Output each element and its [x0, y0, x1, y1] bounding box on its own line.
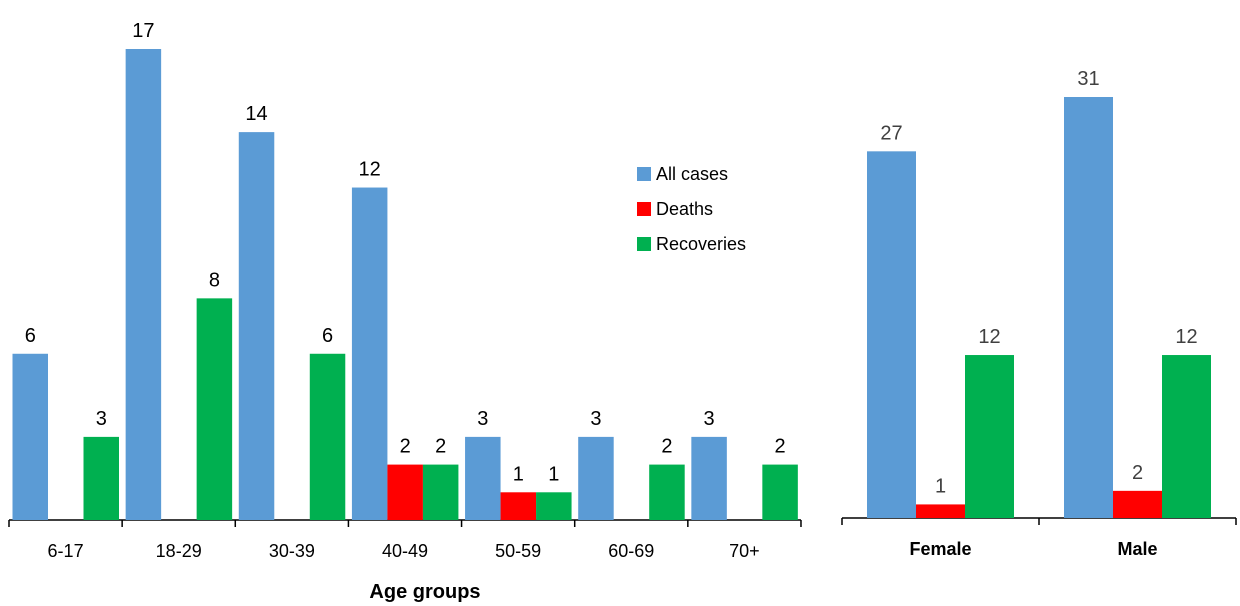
gender-data-label: 31: [1077, 68, 1099, 90]
age-bar-recoveries: [196, 298, 233, 520]
gender-data-label: 27: [880, 122, 902, 144]
age-bar-recoveries: [83, 436, 119, 520]
age-data-label: 3: [96, 408, 107, 430]
age-x-tick-label: 40-49: [382, 541, 428, 561]
age-bar-all-cases: [238, 132, 275, 520]
age-bar-deaths: [387, 464, 423, 520]
age-group-chart: 6 3 6-17 17 8 18-29 14 6 30-39 12 2 2 40-49 3 1 1 50-59 3…: [8, 20, 802, 603]
gender-x-tick-label: Female: [909, 539, 971, 559]
age-x-axis-title: Age groups: [369, 581, 480, 603]
age-bar-recoveries: [536, 492, 572, 520]
age-bar-recoveries: [649, 464, 685, 520]
gender-data-label: 12: [978, 326, 1000, 348]
age-x-tick-label: 6-17: [48, 541, 84, 561]
age-x-tick-label: 30-39: [269, 541, 315, 561]
age-x-tick-label: 70+: [729, 541, 760, 561]
age-bar-recoveries: [762, 464, 798, 520]
gender-bar-recoveries: [1162, 355, 1211, 518]
legend-swatch: [637, 167, 651, 181]
age-bar-recoveries: [309, 353, 346, 520]
age-x-tick-label: 18-29: [156, 541, 202, 561]
age-bar-all-cases: [12, 353, 48, 520]
legend-label: All cases: [656, 164, 728, 184]
age-data-label: 8: [209, 269, 220, 291]
chart-legend: All cases Deaths Recoveries: [637, 164, 746, 254]
gender-bar-all-cases: [867, 151, 916, 519]
gender-data-label: 2: [1132, 462, 1143, 484]
age-x-tick-label: 50-59: [495, 541, 541, 561]
age-bar-all-cases: [125, 49, 162, 520]
gender-bar-deaths: [916, 504, 965, 518]
gender-data-label: 12: [1175, 326, 1197, 348]
age-x-tick-label: 60-69: [608, 541, 654, 561]
gender-data-label: 1: [935, 475, 946, 497]
age-data-label: 14: [245, 103, 267, 125]
legend-label: Recoveries: [656, 234, 746, 254]
age-data-label: 2: [400, 436, 411, 458]
gender-bar-all-cases: [1064, 97, 1113, 518]
age-data-label: 1: [513, 463, 524, 485]
age-data-label: 2: [661, 436, 672, 458]
age-data-label: 2: [775, 436, 786, 458]
legend-swatch: [637, 237, 651, 251]
gender-chart: 27 1 12 Female 31 2 12 Male: [841, 68, 1237, 559]
gender-bar-deaths: [1113, 490, 1162, 518]
age-bar-deaths: [500, 492, 537, 520]
age-data-label: 6: [322, 325, 333, 347]
age-data-label: 3: [704, 408, 715, 430]
gender-bar-recoveries: [965, 355, 1014, 518]
legend-label: Deaths: [656, 199, 713, 219]
legend-swatch: [637, 202, 651, 216]
age-data-label: 6: [25, 325, 36, 347]
age-bar-recoveries: [422, 464, 459, 520]
age-data-label: 3: [477, 408, 488, 430]
gender-x-tick-label: Male: [1117, 539, 1157, 559]
age-data-label: 17: [132, 20, 154, 42]
age-data-label: 1: [548, 463, 559, 485]
age-data-label: 3: [590, 408, 601, 430]
age-bar-all-cases: [578, 436, 614, 520]
age-bar-all-cases: [691, 436, 727, 520]
age-bar-all-cases: [465, 436, 501, 520]
age-data-label: 2: [435, 436, 446, 458]
age-bar-all-cases: [351, 187, 388, 520]
age-data-label: 12: [359, 159, 381, 181]
